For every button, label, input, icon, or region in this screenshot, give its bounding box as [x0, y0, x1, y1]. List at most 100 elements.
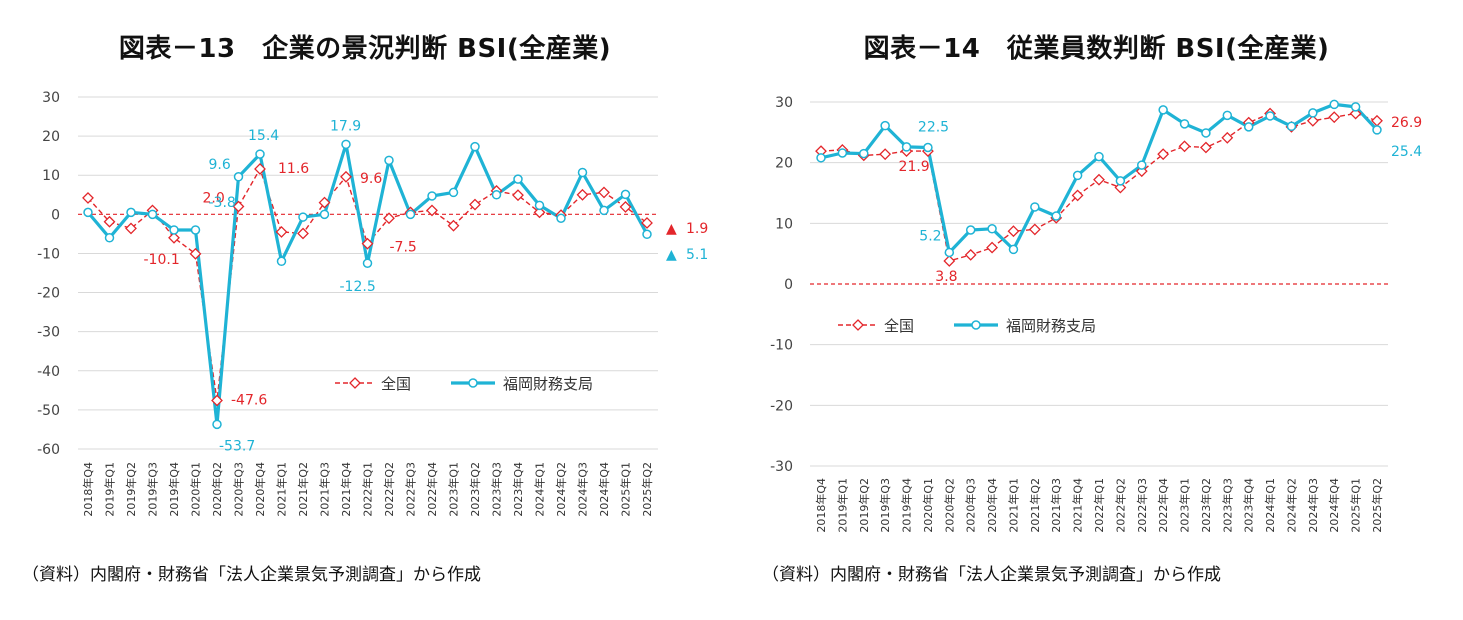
x-tick-label: 2022年Q2: [382, 462, 396, 517]
data-point-national: [1178, 140, 1191, 153]
data-point-fukuoka: [427, 191, 437, 201]
data-point-national: [1221, 131, 1234, 144]
x-tick-label: 2021年Q2: [296, 462, 310, 517]
x-tick-label: 2020年Q3: [964, 478, 978, 533]
x-tick-label: 2023年Q4: [511, 462, 525, 517]
x-tick-label: 2022年Q4: [1156, 478, 1170, 533]
x-tick-label: 2020年Q3: [232, 462, 246, 517]
data-label: 5.2: [919, 228, 941, 244]
data-label: 2.0: [203, 191, 225, 207]
x-tick-label: 2018年Q4: [814, 478, 828, 533]
data-point-national: [1306, 114, 1319, 127]
data-label: 17.9: [330, 118, 361, 134]
data-point-national: [125, 222, 137, 235]
data-point-fukuoka: [901, 142, 912, 152]
x-tick-label: 2019年Q2: [124, 462, 138, 517]
data-point-fukuoka: [83, 207, 93, 218]
y-tick-label: 0: [784, 277, 793, 293]
legend-marker-national: [852, 319, 864, 331]
x-tick-label: 2019年Q1: [835, 478, 849, 533]
data-point-fukuoka: [1201, 128, 1211, 138]
x-tick-label: 2019年Q3: [146, 462, 160, 517]
data-label: -10.1: [144, 252, 180, 268]
data-point-national: [469, 198, 481, 211]
data-point-national: [1028, 223, 1041, 236]
data-label: 26.9: [1391, 115, 1422, 131]
x-tick-label: 2023年Q4: [1242, 478, 1256, 533]
x-tick-label: 2022年Q3: [1135, 478, 1149, 533]
data-point-fukuoka: [837, 148, 848, 158]
x-tick-label: 2024年Q3: [1306, 478, 1320, 533]
legend-label-fukuoka: 福岡財務支局: [1006, 317, 1096, 335]
data-point-fukuoka: [255, 149, 265, 159]
data-point-fukuoka: [1243, 122, 1254, 132]
data-point-national: [297, 227, 309, 240]
x-tick-label: 2022年Q2: [1113, 478, 1127, 533]
data-label: 3.8: [935, 269, 957, 285]
x-tick-label: 2025年Q2: [1370, 478, 1384, 533]
x-tick-label: 2023年Q1: [447, 462, 461, 517]
data-point-fukuoka: [1286, 121, 1297, 132]
data-point-national: [641, 217, 653, 229]
y-tick-label: -10: [770, 338, 793, 354]
y-tick-label: -30: [770, 459, 793, 475]
x-tick-label: 2021年Q2: [1028, 478, 1042, 533]
data-point-national: [232, 200, 245, 213]
data-point-national: [1349, 107, 1362, 120]
x-tick-label: 2025年Q1: [619, 462, 633, 517]
data-point-national: [318, 196, 331, 209]
data-point-fukuoka: [1179, 119, 1190, 129]
data-point-national: [383, 212, 395, 225]
legend-marker-national: [349, 377, 361, 389]
data-label: -53.7: [219, 438, 255, 454]
x-tick-label: 2019年Q2: [857, 478, 871, 533]
data-point-fukuoka: [987, 224, 997, 234]
data-point-fukuoka: [1158, 105, 1168, 115]
data-label: 9.6: [360, 171, 382, 187]
data-point-national: [447, 219, 460, 232]
data-point-national: [619, 200, 632, 213]
data-label: 15.4: [248, 128, 279, 144]
data-point-fukuoka: [620, 189, 631, 200]
data-point-fukuoka: [276, 256, 287, 267]
data-point-national: [1007, 225, 1020, 238]
y-tick-label: 10: [42, 168, 60, 184]
data-point-fukuoka: [1094, 151, 1104, 162]
data-point-national: [1157, 148, 1170, 161]
data-point-national: [168, 231, 180, 244]
data-point-fukuoka: [1372, 125, 1382, 135]
chart-title: 図表－13 企業の景況判断 BSI(全産業): [118, 34, 612, 64]
data-point-national: [189, 247, 202, 260]
data-point-fukuoka: [1115, 176, 1126, 186]
end-marker-triangle: ▲: [666, 221, 677, 237]
source-note: （資料）内閣府・財務省「法人企業景気予測調査」から作成: [762, 565, 1221, 585]
data-point-fukuoka: [642, 229, 652, 240]
data-point-national: [1093, 173, 1105, 186]
y-tick-label: -50: [37, 403, 60, 419]
data-point-fukuoka: [1265, 111, 1275, 121]
data-label: 21.9: [899, 159, 930, 175]
chart-panel-fig13: 図表－13 企業の景況判断 BSI(全産業) 30 20 10 0 -10 -20 -30 -…: [0, 0, 730, 620]
chart-panel-fig14: 図表－14 従業員数判断 BSI(全産業) 30 20 10 0 -10 -20 -30 20…: [730, 0, 1463, 620]
x-tick-label: 2022年Q4: [425, 462, 439, 517]
data-point-national: [103, 215, 116, 228]
x-tick-label: 2025年Q1: [1349, 478, 1363, 533]
data-point-fukuoka: [1137, 160, 1147, 170]
data-point-fukuoka: [1308, 108, 1318, 118]
data-point-fukuoka: [341, 139, 351, 150]
x-tick-label: 2020年Q4: [985, 478, 999, 533]
data-point-national: [1328, 111, 1341, 124]
data-point-national: [361, 237, 374, 250]
data-point-fukuoka: [405, 209, 416, 220]
data-point-fukuoka: [1222, 110, 1233, 121]
y-tick-label: 30: [42, 90, 60, 106]
data-point-fukuoka: [556, 213, 566, 223]
x-tick-label: 2023年Q3: [490, 462, 504, 517]
data-point-fukuoka: [233, 172, 244, 182]
x-tick-label: 2021年Q4: [339, 462, 353, 517]
source-note: （資料）内閣府・財務省「法人企業景気予測調査」から作成: [22, 565, 481, 585]
x-tick-label: 2018年Q4: [81, 462, 95, 517]
legend-label-national: 全国: [884, 317, 914, 335]
y-tick-label: -60: [37, 442, 60, 458]
end-marker-triangle: ▲: [666, 247, 677, 263]
